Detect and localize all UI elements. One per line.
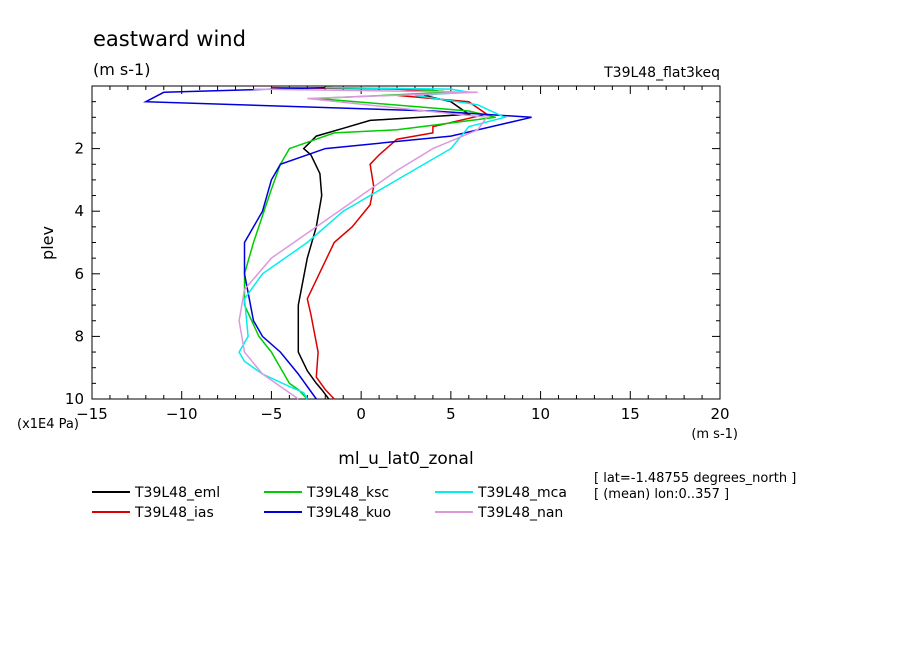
series-lines — [142, 86, 532, 400]
x-tick-label: −10 — [166, 405, 198, 423]
legend-label: T39L48_nan — [477, 505, 563, 521]
legend-label: T39L48_ksc — [306, 485, 389, 501]
x-tick-label: 0 — [356, 405, 366, 423]
x-tick-label: 5 — [446, 405, 456, 423]
legend-label: T39L48_mca — [477, 485, 567, 501]
series-line-t39l48-eml — [297, 86, 471, 400]
chart-units: (m s-1) — [93, 60, 150, 79]
legend: T39L48_eml T39L48_ksc T39L48_mca T39L48_ias… — [92, 485, 567, 521]
x-tick-label: 10 — [531, 405, 550, 423]
y-tick-label: 10 — [65, 390, 84, 408]
legend-label: T39L48_kuo — [306, 505, 391, 521]
series-line-t39l48-mca — [238, 86, 507, 400]
x-axis-label: ml_u_lat0_zonal — [338, 449, 473, 469]
lon-info: [ (mean) lon:0..357 ] — [594, 487, 729, 502]
y-tick-label: 8 — [74, 327, 84, 345]
axis-ticks: −15 −10 −5 0 5 10 15 20 2 4 6 8 10 — [65, 86, 730, 423]
y-tick-label: 4 — [74, 202, 84, 220]
y-units-label: (x1E4 Pa) — [17, 417, 79, 432]
lat-info: [ lat=-1.48755 degrees_north ] — [594, 471, 796, 486]
series-line-t39l48-ias — [271, 86, 489, 400]
legend-label: T39L48_ias — [134, 505, 214, 521]
x-tick-label: 20 — [710, 405, 729, 423]
x-tick-label: −5 — [260, 405, 282, 423]
x-tick-label: 15 — [621, 405, 640, 423]
x-tick-label: −15 — [76, 405, 108, 423]
y-axis-label: plev — [38, 226, 57, 260]
legend-label: T39L48_eml — [134, 485, 220, 501]
series-line-t39l48-nan — [238, 88, 489, 400]
series-line-t39l48-ksc — [243, 86, 496, 400]
series-line-t39l48-kuo — [142, 86, 532, 400]
y-tick-label: 2 — [74, 140, 84, 158]
y-tick-label: 6 — [74, 265, 84, 283]
chart-title: eastward wind — [93, 27, 246, 51]
x-units-label: (m s-1) — [691, 427, 738, 442]
plot-frame — [91, 85, 721, 400]
run-label: T39L48_flat3keq — [603, 65, 720, 81]
